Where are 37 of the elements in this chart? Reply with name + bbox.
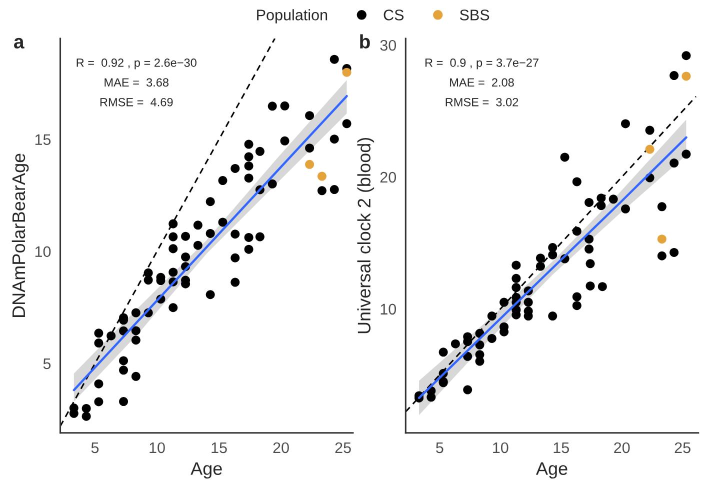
y-tick-label: 30 [380, 40, 396, 51]
y-tick-label: 10 [35, 246, 51, 258]
point [682, 72, 691, 81]
annotation: RMSE = 3.02 [446, 98, 518, 106]
annotation: RMSE = 4.69 [100, 98, 173, 106]
x-tick-label: 5 [91, 442, 99, 454]
annotation: MAE = 2.08 [450, 78, 514, 87]
x-tick-label: 10 [150, 442, 165, 454]
x-tick-label: 15 [212, 442, 227, 454]
x-tick-label: 5 [436, 442, 444, 454]
x-tick-label: 15 [554, 442, 569, 454]
annotation: R = 0.92 , p = 2.6e−30 [76, 58, 196, 70]
x-axis-title: Age [190, 462, 222, 479]
point [305, 160, 314, 169]
point [645, 144, 654, 154]
x-tick-label: 20 [273, 442, 289, 454]
point [657, 234, 666, 244]
y-tick-label: 15 [35, 134, 51, 146]
x-tick-label: 25 [335, 442, 351, 454]
chart-title: a [14, 38, 24, 49]
point [317, 172, 326, 181]
legend-label: SBS [460, 10, 490, 20]
y-tick-label: 5 [43, 358, 51, 370]
x-tick-label: 10 [493, 442, 508, 454]
annotation: MAE = 3.68 [104, 78, 169, 87]
x-tick-label: 20 [614, 442, 630, 454]
legend-label: CS [384, 10, 404, 20]
x-axis-title: Age [536, 462, 568, 479]
y-tick-label: 10 [380, 304, 396, 315]
legend-title: Population [257, 9, 328, 24]
point [342, 68, 352, 77]
y-tick-label: 20 [380, 172, 396, 183]
annotation: R = 0.9 , p = 3.7e−27 [425, 58, 538, 70]
x-tick-label: 25 [674, 442, 690, 454]
y-axis-title: DNAmPolarBearAge [12, 154, 29, 317]
chart-title: b [360, 34, 370, 49]
y-axis-title: Universal clock 2 (blood) [357, 138, 374, 334]
